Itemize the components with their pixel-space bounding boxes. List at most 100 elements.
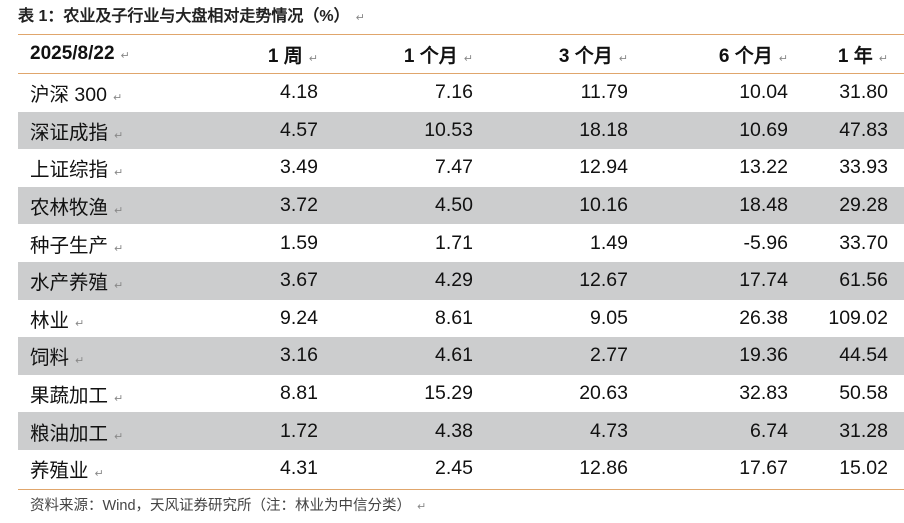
row-value: 3.67 — [280, 269, 318, 292]
paragraph-mark-icon: ↵ — [75, 317, 85, 330]
paragraph-mark-icon: ↵ — [112, 92, 123, 105]
row-value: 10.04 — [739, 81, 788, 104]
row-value: 12.67 — [579, 269, 628, 292]
row-value: 9.24 — [280, 306, 318, 329]
row-value: 4.29 — [435, 269, 473, 292]
row-value: 11.79 — [580, 81, 628, 104]
row-value: 10.69 — [739, 118, 788, 141]
row-value: 8.61 — [435, 306, 473, 329]
row-value: 47.83 — [839, 118, 888, 141]
paragraph-mark-icon: ↵ — [114, 167, 124, 180]
paragraph-mark-icon: ↵ — [114, 393, 124, 406]
row-value: 50.58 — [839, 382, 888, 405]
paragraph-mark-icon: ↵ — [114, 205, 124, 218]
paragraph-mark-icon: ↵ — [114, 430, 124, 443]
row-value: 31.80 — [839, 81, 888, 104]
row-value: 1.72 — [280, 419, 318, 442]
row-value: 4.57 — [280, 118, 318, 141]
table-body: 沪深 300 ↵ 4.18 7.16 11.79 10.04 31.80 深证成指 ↵ 4.57 1… — [18, 74, 904, 488]
header-1w: 1 周 ↵ — [267, 45, 318, 67]
performance-table: 2025/8/22 ↵ 1 周 ↵ 1 个月 ↵ 3 个月 ↵ 6 个月 ↵ 1 年 ↵ 沪… — [18, 34, 904, 488]
row-value: 4.18 — [280, 81, 318, 104]
row-label: 水产养殖 ↵ — [30, 272, 124, 295]
row-value: 15.29 — [424, 382, 473, 405]
row-value: 33.93 — [839, 156, 888, 179]
row-label: 上证综指 ↵ — [30, 159, 124, 182]
row-value: 2.45 — [435, 457, 473, 480]
row-value: 18.18 — [579, 118, 628, 141]
table-row: 养殖业 ↵ 4.31 2.45 12.86 17.67 15.02 — [18, 450, 904, 488]
row-value: 12.86 — [579, 457, 628, 480]
paragraph-mark-icon: ↵ — [114, 242, 124, 255]
row-label: 粮油加工 ↵ — [30, 422, 124, 445]
row-value: -5.96 — [743, 231, 788, 254]
row-label: 沪深 300 ↵ — [30, 84, 123, 107]
table-row: 水产养殖 ↵ 3.67 4.29 12.67 17.74 61.56 — [18, 261, 904, 300]
header-3m: 3 个月 ↵ — [558, 45, 628, 67]
row-value: 9.05 — [590, 306, 628, 329]
row-label: 林业 ↵ — [30, 309, 85, 332]
row-value: 15.02 — [839, 457, 888, 480]
row-value: 1.71 — [435, 231, 473, 254]
table-row: 饲料 ↵ 3.16 4.61 2.77 19.36 44.54 — [18, 337, 904, 375]
table-row: 种子生产 ↵ 1.59 1.71 1.49 -5.96 33.70 — [18, 224, 904, 262]
row-value: 31.28 — [839, 419, 888, 442]
row-value: 1.59 — [280, 231, 318, 254]
row-label: 深证成指 ↵ — [30, 121, 124, 144]
table-header-row: 2025/8/22 ↵ 1 周 ↵ 1 个月 ↵ 3 个月 ↵ 6 个月 ↵ 1 年 ↵ — [18, 35, 904, 74]
row-value: 29.28 — [839, 194, 888, 217]
row-value: 6.74 — [750, 419, 788, 442]
table-row: 果蔬加工 ↵ 8.81 15.29 20.63 32.83 50.58 — [18, 375, 904, 413]
row-value: 33.70 — [839, 231, 888, 254]
row-value: 12.94 — [579, 156, 628, 179]
row-value: 61.56 — [839, 269, 888, 292]
paragraph-mark-icon: ↵ — [355, 12, 365, 24]
row-value: 7.47 — [435, 156, 473, 179]
row-value: 10.53 — [424, 118, 473, 141]
table-row: 林业 ↵ 9.24 8.61 9.05 26.38 109.02 — [18, 300, 904, 338]
row-value: 4.38 — [435, 419, 473, 442]
row-value: 1.49 — [590, 231, 628, 254]
paragraph-mark-icon: ↵ — [75, 355, 85, 368]
row-label: 饲料 ↵ — [30, 347, 85, 370]
row-value: 3.72 — [280, 194, 318, 217]
row-value: 109.02 — [828, 306, 888, 329]
table-row: 上证综指 ↵ 3.49 7.47 12.94 13.22 33.93 — [18, 149, 904, 187]
row-value: 2.77 — [590, 344, 628, 367]
header-1y: 1 年 ↵ — [837, 45, 888, 67]
row-label: 农林牧渔 ↵ — [30, 197, 124, 220]
row-value: 3.16 — [280, 344, 318, 367]
paragraph-mark-icon: ↵ — [417, 501, 427, 513]
paragraph-mark-icon: ↵ — [114, 129, 124, 142]
row-value: 7.16 — [435, 81, 473, 104]
source-note: 资料来源：Wind，天风证券研究所（注：林业为中信分类） ↵ — [30, 494, 426, 519]
row-value: 13.22 — [739, 156, 788, 179]
table-row: 农林牧渔 ↵ 3.72 4.50 10.16 18.48 29.28 — [18, 186, 904, 225]
row-value: 44.54 — [839, 344, 888, 367]
row-value: 26.38 — [739, 306, 788, 329]
row-value: 4.61 — [435, 344, 473, 367]
row-value: 4.50 — [435, 194, 473, 217]
row-label: 果蔬加工 ↵ — [30, 385, 124, 408]
row-value: 4.31 — [280, 457, 318, 480]
table-row: 沪深 300 ↵ 4.18 7.16 11.79 10.04 31.80 — [18, 74, 904, 112]
row-value: 19.36 — [739, 344, 788, 367]
row-value: 10.16 — [579, 194, 628, 217]
table-title-text: 表 1：农业及子行业与大盘相对走势情况（%） — [18, 8, 350, 25]
row-value: 8.81 — [280, 382, 318, 405]
table-title: 表 1：农业及子行业与大盘相对走势情况（%） ↵ — [18, 4, 365, 30]
header-1m: 1 个月 ↵ — [403, 45, 473, 67]
table-bottom-border — [18, 489, 904, 490]
header-date: 2025/8/22 ↵ — [30, 43, 130, 64]
paragraph-mark-icon: ↵ — [114, 280, 124, 293]
source-text: 资料来源：Wind，天风证券研究所（注：林业为中信分类） — [30, 498, 412, 514]
row-value: 4.73 — [590, 419, 628, 442]
header-6m: 6 个月 ↵ — [718, 45, 788, 67]
row-value: 18.48 — [739, 194, 788, 217]
row-value: 32.83 — [739, 382, 788, 405]
row-value: 17.67 — [739, 457, 788, 480]
row-label: 种子生产 ↵ — [30, 234, 124, 257]
table-row: 深证成指 ↵ 4.57 10.53 18.18 10.69 47.83 — [18, 111, 904, 150]
table-row: 粮油加工 ↵ 1.72 4.38 4.73 6.74 31.28 — [18, 412, 904, 450]
row-value: 3.49 — [280, 156, 318, 179]
